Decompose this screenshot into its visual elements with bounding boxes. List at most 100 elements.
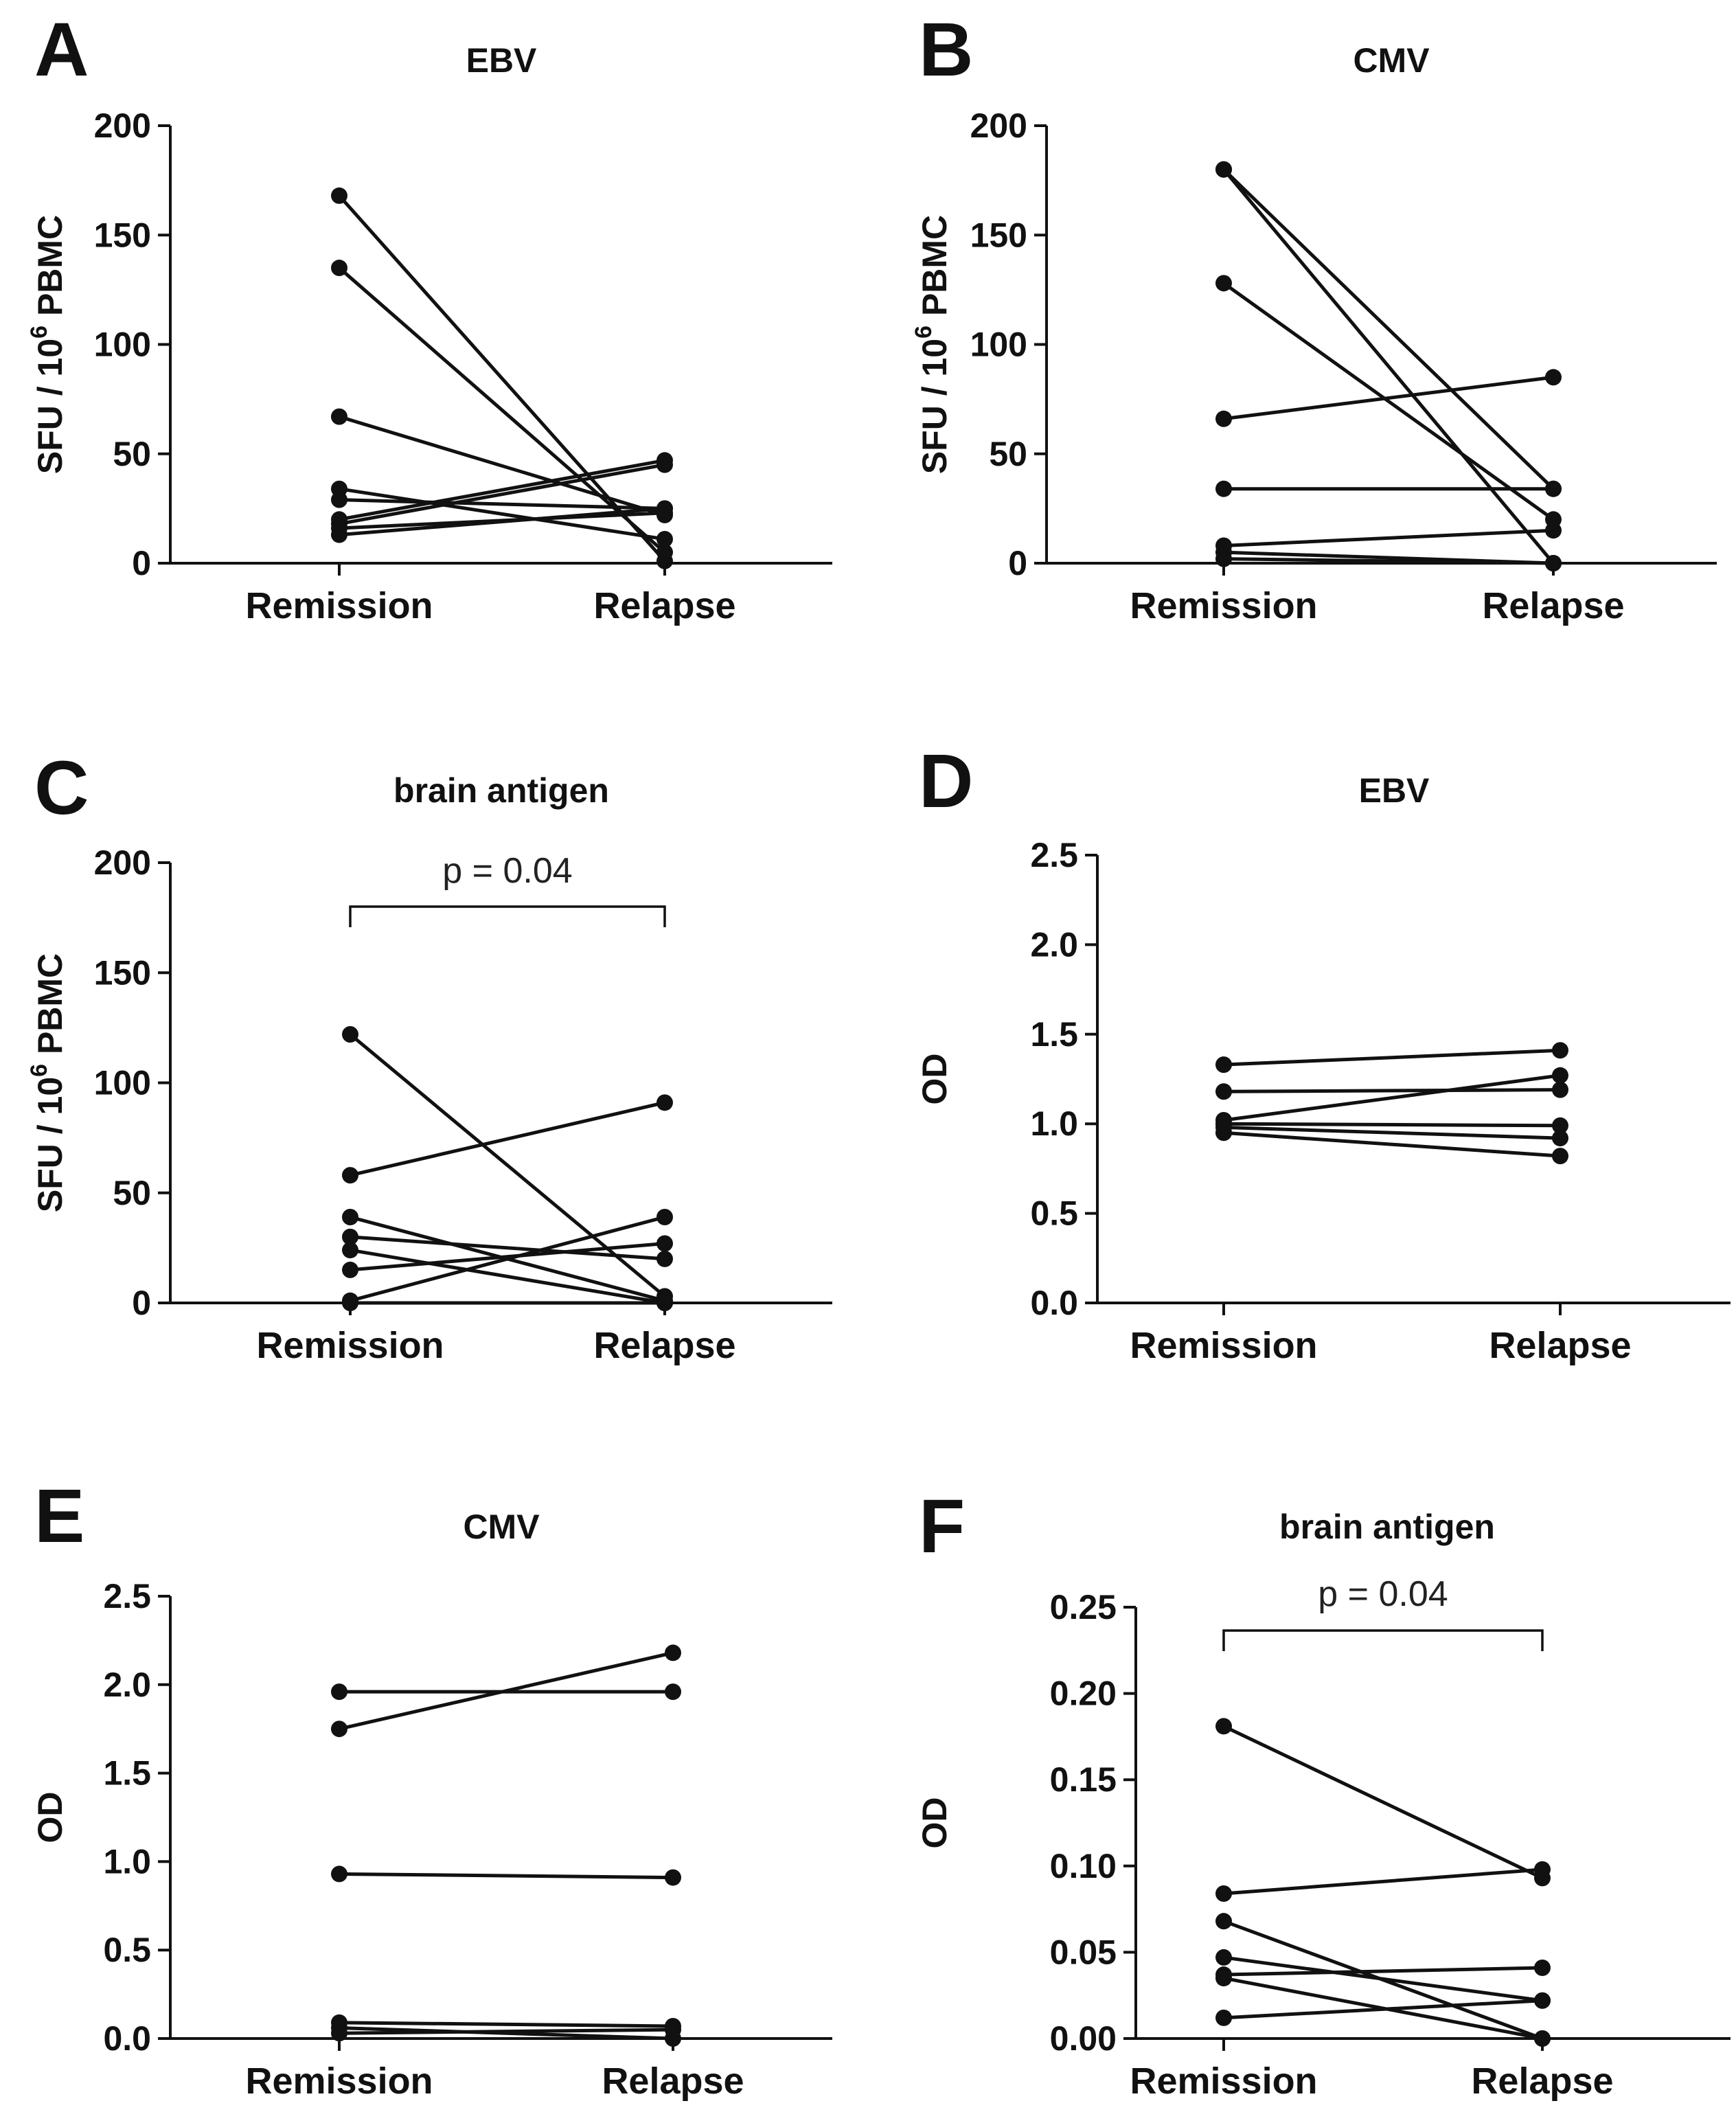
remission-point — [1215, 550, 1232, 567]
y-tick-label: 2.0 — [1030, 925, 1078, 964]
y-tick-label: 150 — [94, 216, 151, 254]
paired-line — [339, 498, 665, 510]
remission-point — [1215, 275, 1232, 292]
paired-line — [1223, 1088, 1561, 1093]
relapse-point — [1545, 522, 1562, 539]
paired-line — [1222, 168, 1555, 490]
relapse-point — [1552, 1067, 1568, 1084]
chart-title: brain antigen — [393, 771, 609, 810]
y-tick-label: 0.20 — [1050, 1674, 1117, 1713]
x-tick-label-relapse: Relapse — [1482, 585, 1624, 626]
y-tick-label: 0.00 — [1050, 2019, 1117, 2058]
panel-letter: F — [919, 1484, 965, 1569]
paired-line — [339, 415, 665, 517]
y-tick-label: 50 — [989, 435, 1027, 473]
relapse-point — [656, 456, 673, 473]
chart-title: brain antigen — [1279, 1508, 1495, 1546]
x-tick-label-relapse: Relapse — [593, 1325, 735, 1366]
paired-line — [1223, 1999, 1543, 2020]
y-tick-label: 50 — [113, 435, 151, 473]
y-tick-label: 0.15 — [1050, 1760, 1117, 1799]
y-tick-label: 1.0 — [103, 1842, 151, 1881]
chart-title: CMV — [463, 1508, 540, 1546]
paired-line — [1223, 528, 1554, 548]
paired-line — [1222, 1725, 1544, 1880]
x-tick-label-remission: Remission — [245, 2060, 433, 2102]
paired-line — [350, 1235, 665, 1261]
x-tick-label-remission: Remission — [245, 585, 433, 626]
x-tick-label-remission: Remission — [1130, 2060, 1317, 2102]
remission-point — [331, 1721, 347, 1738]
y-tick-label: 2.5 — [103, 1577, 151, 1615]
y-tick-label: 100 — [94, 1064, 151, 1102]
significance-bracket — [1222, 1629, 1544, 1651]
y-tick-label: 0.25 — [1050, 1588, 1117, 1626]
remission-point — [331, 408, 347, 425]
remission-point — [1215, 1885, 1232, 1902]
relapse-point — [1552, 1117, 1568, 1134]
paired-line — [339, 463, 665, 526]
panel-letter: C — [34, 746, 89, 830]
panel-d: D EBV OD 0.0 0.5 1.0 1.5 2.0 2.5 Remission Relapse — [915, 739, 1731, 1366]
paired-line — [339, 506, 665, 537]
y-tick-label: 1.5 — [103, 1754, 151, 1793]
paired-line — [339, 1650, 674, 1731]
paired-line — [1222, 282, 1555, 521]
y-tick-label: 200 — [94, 106, 151, 145]
remission-point — [331, 526, 347, 543]
paired-line — [349, 1033, 666, 1298]
panel-letter: B — [919, 8, 973, 92]
remission-point — [342, 1295, 358, 1311]
remission-point — [331, 260, 347, 277]
remission-point — [331, 1865, 347, 1883]
y-tick-label: 0.10 — [1050, 1847, 1117, 1885]
relapse-point — [665, 2021, 681, 2039]
paired-line — [339, 2021, 674, 2028]
paired-line — [1223, 1122, 1561, 1128]
paired-line — [339, 1872, 674, 1880]
remission-point — [342, 1261, 358, 1278]
remission-point — [331, 187, 347, 204]
significance-bracket — [349, 905, 666, 927]
panel-e: E CMV OD 0.0 0.5 1.0 1.5 2.0 2.5 Remission Relapse — [31, 1474, 832, 2102]
relapse-point — [656, 1295, 673, 1311]
remission-point — [1215, 2009, 1232, 2026]
relapse-point — [1552, 1042, 1568, 1059]
y-tick-label: 2.0 — [103, 1666, 151, 1704]
remission-point — [331, 1683, 347, 1701]
x-tick-label-relapse: Relapse — [593, 585, 735, 626]
x-tick-label-relapse: Relapse — [1471, 2060, 1613, 2102]
y-tick-label: 0 — [132, 544, 151, 582]
paired-line — [350, 1241, 665, 1272]
paired-line — [1223, 1074, 1561, 1122]
relapse-point — [1534, 1861, 1551, 1878]
relapse-point — [1552, 1081, 1568, 1098]
remission-point — [1215, 410, 1232, 427]
y-tick-label: 0 — [1008, 544, 1027, 582]
relapse-point — [656, 1235, 673, 1252]
paired-line — [1222, 168, 1555, 565]
y-tick-label: 100 — [94, 326, 151, 364]
y-tick-label: 0.0 — [103, 2019, 151, 2058]
paired-line — [339, 2026, 674, 2041]
y-axis-label: SFU / 106 PBMC — [26, 215, 69, 474]
paired-line — [1223, 1125, 1561, 1140]
remission-point — [342, 1167, 358, 1184]
remission-point — [1215, 1718, 1232, 1735]
paired-line — [350, 1248, 665, 1305]
paired-line — [339, 2028, 674, 2035]
remission-point — [342, 1209, 358, 1226]
relapse-point — [656, 530, 673, 547]
y-tick-label: 1.5 — [1030, 1015, 1078, 1054]
x-tick-label-relapse: Relapse — [602, 2060, 744, 2102]
remission-point — [1215, 1083, 1232, 1100]
paired-line — [1223, 375, 1554, 421]
panel-b: B CMV SFU / 106 PBMC 0 50 100 150 200 Remission R… — [911, 8, 1717, 626]
chart-title: EBV — [1359, 771, 1430, 810]
paired-line — [1223, 1966, 1543, 1977]
panel-letter: A — [34, 8, 89, 92]
relapse-point — [665, 1869, 681, 1886]
